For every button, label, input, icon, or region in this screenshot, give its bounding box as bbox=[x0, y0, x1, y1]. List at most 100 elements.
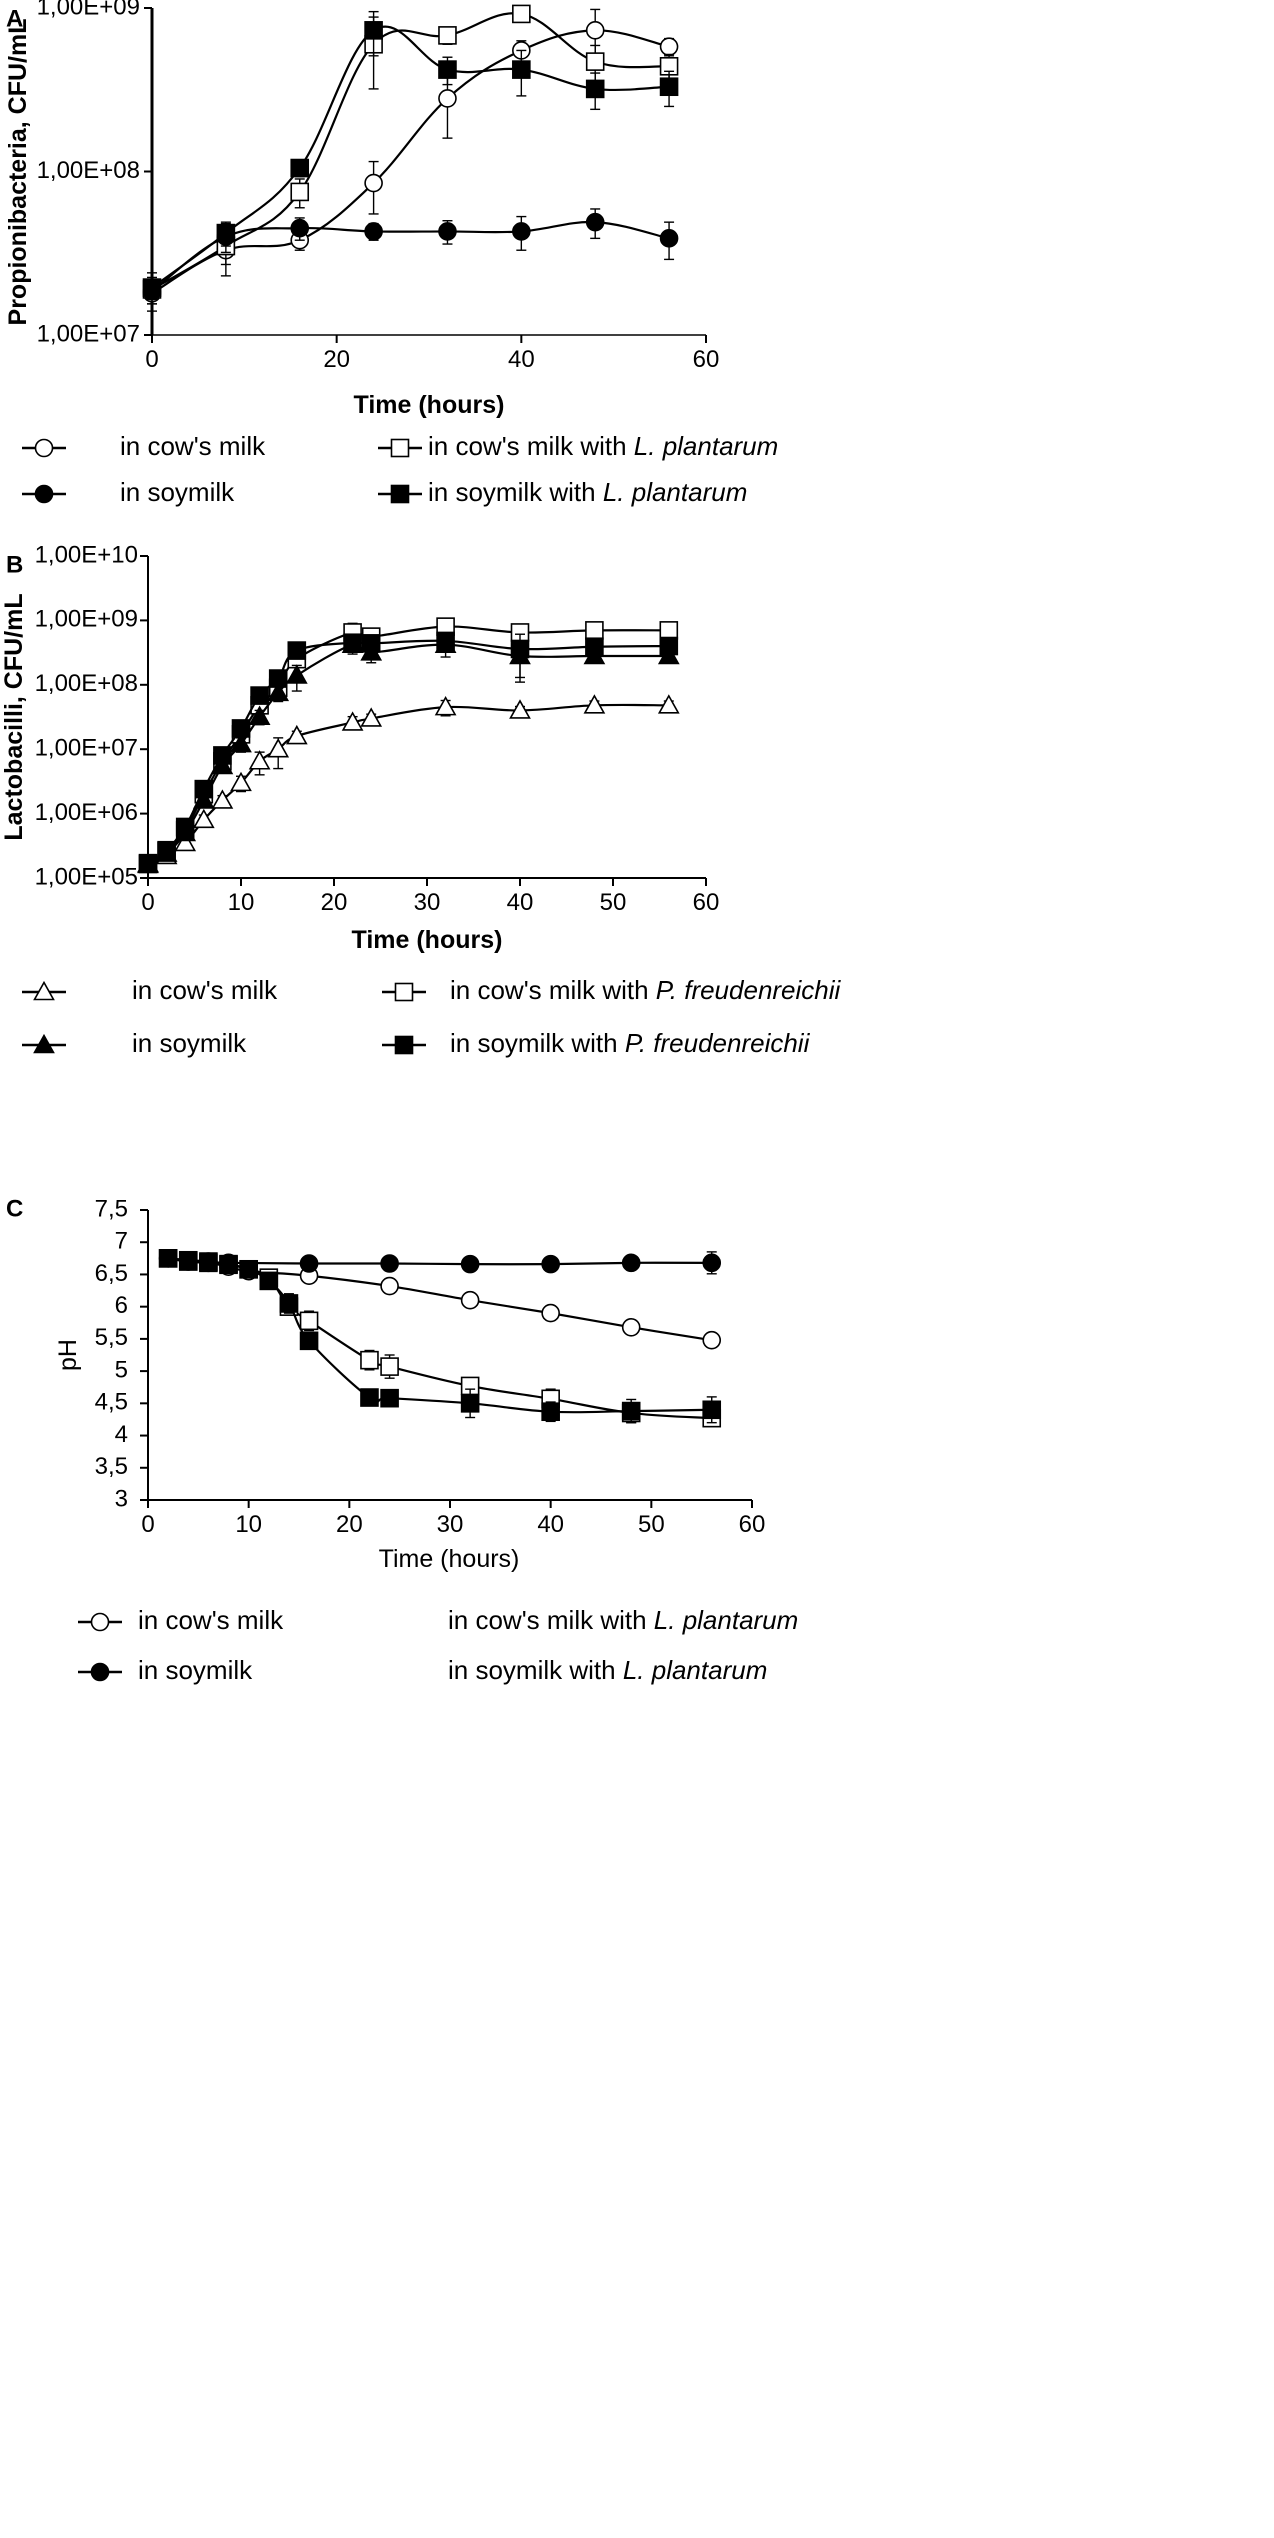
x-axis-title: Time (hours) bbox=[379, 1545, 520, 1573]
legend-label: in soymilk with P. freudenreichii bbox=[450, 1028, 811, 1058]
data-point bbox=[659, 77, 679, 97]
x-tick-label: 20 bbox=[321, 889, 348, 916]
y-tick-label: 1,00E+10 bbox=[35, 541, 138, 568]
data-point bbox=[178, 1250, 198, 1270]
y-tick-label: 1,00E+09 bbox=[37, 0, 140, 20]
data-point bbox=[380, 1388, 399, 1408]
x-tick-label: 0 bbox=[141, 889, 154, 916]
data-point bbox=[583, 694, 606, 714]
x-axis-title: Time (hours) bbox=[354, 391, 505, 419]
data-point bbox=[380, 1276, 399, 1296]
data-point bbox=[585, 52, 605, 71]
x-tick-label: 60 bbox=[739, 1511, 766, 1538]
legend-label: in cow's milk with P. freudenreichii bbox=[450, 975, 842, 1005]
x-axis-title: Time (hours) bbox=[352, 926, 503, 954]
x-tick-label: 40 bbox=[508, 346, 535, 373]
data-point bbox=[541, 1402, 560, 1422]
data-point bbox=[360, 707, 383, 727]
legend-item: in cow's milk bbox=[22, 975, 278, 1005]
data-point bbox=[702, 1330, 722, 1350]
data-point bbox=[436, 631, 455, 651]
chart-panel-b: B 1,00E+05 1,00E+06 1,00E+07 1,00E+08 1,00E+0… bbox=[0, 541, 842, 1058]
data-point bbox=[512, 60, 531, 79]
data-point bbox=[361, 634, 381, 653]
y-tick-label: 5 bbox=[115, 1356, 128, 1383]
data-point bbox=[438, 60, 457, 79]
legend-marker bbox=[34, 438, 54, 458]
data-point bbox=[380, 1357, 399, 1376]
data-point bbox=[267, 681, 290, 702]
legend-item: in soymilk with P. freudenreichii bbox=[382, 1028, 811, 1058]
data-point bbox=[158, 1249, 178, 1268]
y-tick-label: 3,5 bbox=[95, 1453, 128, 1480]
x-tick-label: 10 bbox=[235, 1511, 262, 1538]
legend: in cow's milk in cow's milk with P. freud… bbox=[22, 975, 842, 1058]
data-point bbox=[230, 771, 252, 792]
y-tick-label: 1,00E+07 bbox=[37, 320, 140, 347]
data-point bbox=[213, 746, 232, 765]
legend-marker bbox=[33, 1033, 55, 1054]
data-point bbox=[438, 222, 457, 241]
series-line bbox=[167, 1257, 712, 1420]
legend-marker bbox=[394, 982, 414, 1002]
data-point bbox=[285, 664, 308, 684]
y-tick-label: 6 bbox=[115, 1292, 128, 1319]
legend-label: in soymilk bbox=[138, 1655, 253, 1685]
x-tick-label: 30 bbox=[437, 1511, 464, 1538]
x-tick-label: 10 bbox=[228, 889, 255, 916]
data-point bbox=[460, 1394, 480, 1413]
data-point bbox=[360, 1388, 379, 1407]
y-tick-label: 1,00E+05 bbox=[35, 863, 138, 890]
data-point bbox=[248, 750, 271, 770]
data-point bbox=[343, 633, 362, 653]
data-point bbox=[268, 669, 288, 688]
x-tick-label: 40 bbox=[507, 889, 534, 916]
data-point bbox=[460, 1290, 480, 1310]
data-point bbox=[174, 831, 197, 852]
legend-marker bbox=[90, 1662, 110, 1682]
legend: in cow's milk in cow's milk with L. plant… bbox=[22, 431, 778, 507]
data-point bbox=[279, 1294, 299, 1313]
legend-marker bbox=[390, 484, 410, 504]
data-point bbox=[585, 621, 604, 640]
data-point bbox=[541, 1303, 560, 1323]
data-point bbox=[231, 719, 251, 738]
series-1 bbox=[142, 4, 679, 312]
legend-label: in soymilk bbox=[120, 477, 235, 507]
legend-item: in soymilk with L. plantarum bbox=[448, 1655, 767, 1685]
data-point bbox=[248, 705, 271, 725]
x-tick-label: 0 bbox=[145, 346, 158, 373]
y-tick-label: 1,00E+08 bbox=[37, 157, 140, 184]
data-point bbox=[290, 182, 310, 202]
series-line bbox=[151, 12, 670, 291]
legend: in cow's milk in cow's milk with L. plant… bbox=[78, 1605, 798, 1685]
data-point bbox=[364, 173, 383, 193]
data-point bbox=[239, 1259, 258, 1279]
data-point bbox=[175, 817, 195, 837]
data-point bbox=[702, 1253, 722, 1273]
chart-panel-c: C 3 3,5 4 4,5 5 5,5 6 6,5 7 7,5 0 10 20 30 40 50 60 Time (… bbox=[6, 1195, 798, 1685]
x-tick-label: 20 bbox=[336, 1511, 363, 1538]
x-tick-label: 60 bbox=[693, 889, 720, 916]
data-point bbox=[192, 808, 215, 829]
series-3 bbox=[142, 10, 679, 301]
y-tick-label: 7,5 bbox=[95, 1195, 128, 1222]
y-axis-title: Lactobacilli, CFU/mL bbox=[0, 593, 28, 840]
data-point bbox=[364, 21, 383, 40]
y-tick-label: 6,5 bbox=[95, 1260, 128, 1287]
data-point bbox=[285, 724, 308, 745]
series-line bbox=[151, 25, 670, 289]
x-tick-label: 50 bbox=[600, 889, 627, 916]
panel-label: B bbox=[6, 551, 23, 578]
series-3 bbox=[158, 1249, 722, 1424]
y-tick-label: 1,00E+08 bbox=[35, 670, 138, 697]
legend-label: in cow's milk with L. plantarum bbox=[448, 1605, 798, 1635]
y-tick-label: 4 bbox=[115, 1421, 128, 1448]
data-point bbox=[299, 1254, 319, 1273]
data-point bbox=[621, 1317, 641, 1337]
legend-item: in soymilk bbox=[22, 477, 235, 507]
data-point bbox=[267, 738, 290, 758]
data-point bbox=[211, 789, 234, 809]
legend-label: in soymilk bbox=[132, 1028, 247, 1058]
legend-item: in soymilk bbox=[22, 1028, 247, 1058]
